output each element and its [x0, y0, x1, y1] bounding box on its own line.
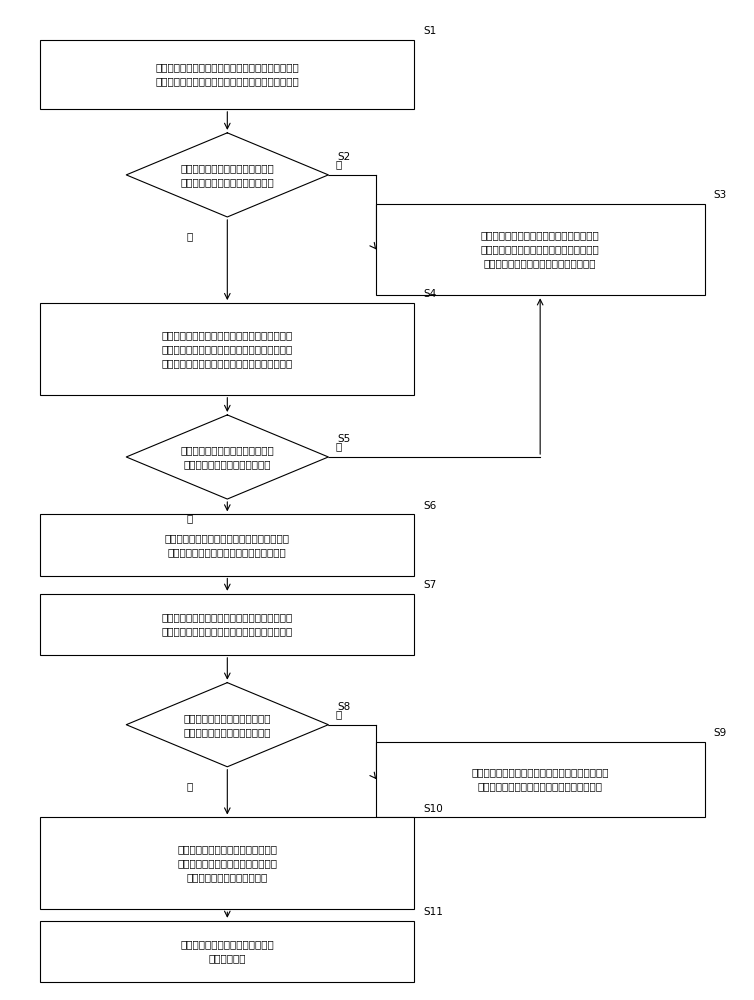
FancyBboxPatch shape [40, 303, 415, 395]
Text: S1: S1 [424, 26, 437, 36]
FancyBboxPatch shape [40, 921, 415, 982]
FancyBboxPatch shape [375, 204, 705, 295]
Text: 是: 是 [336, 159, 342, 169]
Text: S10: S10 [424, 804, 443, 814]
Text: S5: S5 [337, 434, 351, 444]
FancyBboxPatch shape [40, 514, 415, 576]
Text: 否: 否 [186, 513, 192, 523]
Text: 控制洗碗机执行末段洗涤操作直至
洗涤进程结束: 控制洗碗机执行末段洗涤操作直至 洗涤进程结束 [180, 939, 274, 963]
Text: 根据进水后浊度值、预洗浊度值及主
洗浊度值控制洗碗机在漂洗阶段按照
相应的漂洗洗涤方式进行工作: 根据进水后浊度值、预洗浊度值及主 洗浊度值控制洗碗机在漂洗阶段按照 相应的漂洗洗… [177, 844, 277, 882]
Text: 控制洗碗机根据漂洗阶段的异常洗涤方式进行工作
，并随后执行末段洗涤操作直至洗涤进程结束: 控制洗碗机根据漂洗阶段的异常洗涤方式进行工作 ，并随后执行末段洗涤操作直至洗涤进… [471, 767, 609, 791]
FancyBboxPatch shape [40, 594, 415, 655]
Text: S3: S3 [714, 190, 727, 200]
Text: S2: S2 [337, 152, 351, 162]
Text: 在浊度校准阶段通过洗碗机中的浊度传感器在进水前
后进行浊度检测以获取进水前浊度值和进水后浊度值: 在浊度校准阶段通过洗碗机中的浊度传感器在进水前 后进行浊度检测以获取进水前浊度值… [155, 62, 299, 86]
FancyBboxPatch shape [40, 817, 415, 909]
Text: S7: S7 [424, 580, 437, 590]
Text: S11: S11 [424, 907, 443, 917]
Text: 根据进水前浊度值和进水后浊度值
判断浊度传感器是否出现故障异常: 根据进水前浊度值和进水后浊度值 判断浊度传感器是否出现故障异常 [180, 163, 274, 187]
Text: 控制洗涤泵在第二预设时间内停止工作，并通过
浊度传感器对水进行浊度检测以获取主洗浊度值: 控制洗涤泵在第二预设时间内停止工作，并通过 浊度传感器对水进行浊度检测以获取主洗… [161, 612, 293, 636]
Text: 根据进水后浊度值和预洗浊度值判
断浊度传感器是否出现故障异常: 根据进水后浊度值和预洗浊度值判 断浊度传感器是否出现故障异常 [180, 445, 274, 469]
Text: S9: S9 [714, 728, 727, 738]
Text: 否: 否 [186, 781, 192, 791]
Polygon shape [126, 133, 328, 217]
Text: 在预洗阶段控制洗碗机进行工作后，控制洗碗机
中的洗涤泵在第一预设时间内停止工作，并通过
浊度传感器对水进行浊度检测以获取预洗浊度值: 在预洗阶段控制洗碗机进行工作后，控制洗碗机 中的洗涤泵在第一预设时间内停止工作，… [161, 330, 293, 368]
FancyBboxPatch shape [375, 742, 705, 817]
Text: S4: S4 [424, 289, 437, 299]
Text: 是: 是 [336, 709, 342, 719]
Text: 根据进水后浊度值和预洗浊度值控制洗碗机在
主洗阶段按照相应的主洗洗涤方式进行工作: 根据进水后浊度值和预洗浊度值控制洗碗机在 主洗阶段按照相应的主洗洗涤方式进行工作 [165, 533, 290, 557]
Text: 是: 是 [336, 441, 342, 451]
Polygon shape [126, 415, 328, 499]
Polygon shape [126, 683, 328, 767]
Text: 控制洗碗机依次根据主洗阶段的异常洗涤方
式和漂洗阶段的异常洗涤方式进行工作，并
随后执行末段洗涤操作直至洗涤进程结束: 控制洗碗机依次根据主洗阶段的异常洗涤方 式和漂洗阶段的异常洗涤方式进行工作，并 … [481, 230, 599, 268]
Text: S8: S8 [337, 702, 351, 712]
Text: 否: 否 [186, 231, 192, 241]
Text: 根据预洗浊度值和主洗浊度值判
断浊度传感器是否出现故障异常: 根据预洗浊度值和主洗浊度值判 断浊度传感器是否出现故障异常 [183, 713, 271, 737]
FancyBboxPatch shape [40, 40, 415, 109]
Text: S6: S6 [424, 501, 437, 511]
